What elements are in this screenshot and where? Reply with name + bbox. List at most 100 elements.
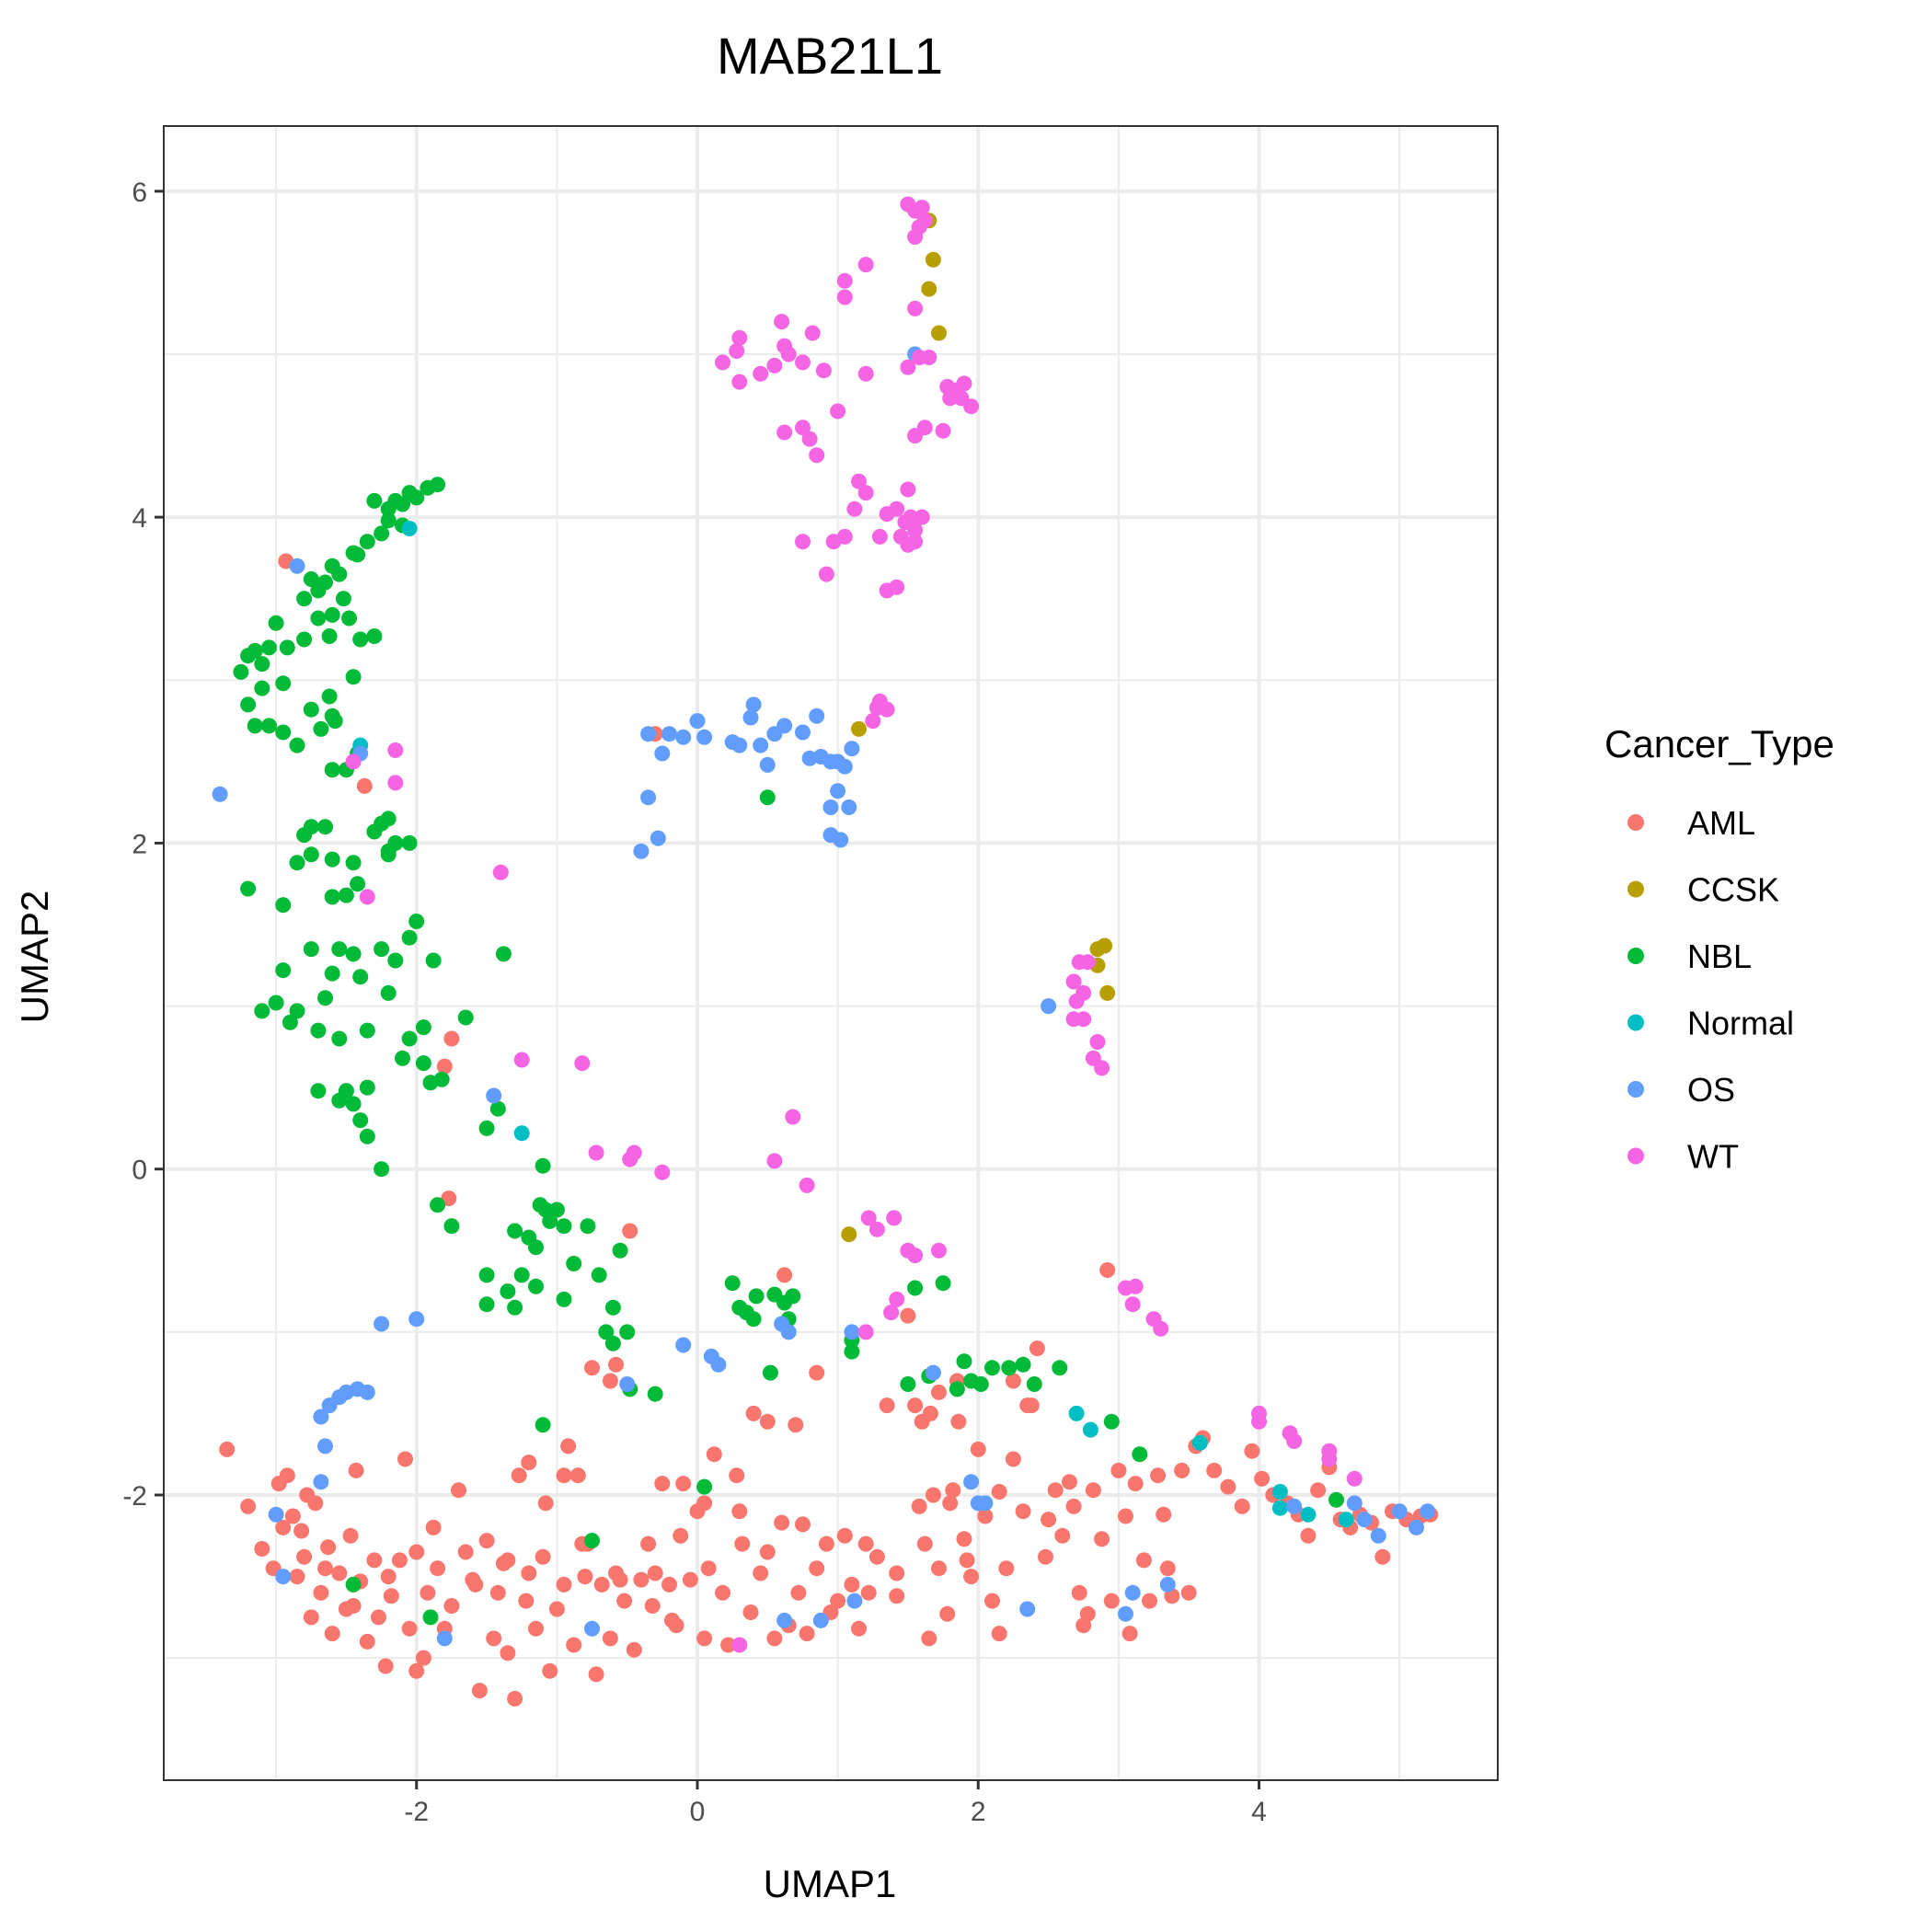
point-wt [387, 742, 404, 758]
point-aml [313, 1584, 329, 1601]
point-wt [795, 534, 811, 550]
point-aml [959, 1552, 975, 1569]
point-nbl [535, 1417, 551, 1433]
point-nbl [566, 1256, 582, 1271]
point-nbl [380, 846, 397, 863]
point-aml [984, 1593, 1000, 1609]
point-ccsk [925, 251, 941, 268]
point-aml [254, 1541, 270, 1557]
point-nbl [604, 1335, 621, 1351]
point-nbl [907, 1280, 924, 1296]
point-wt [857, 257, 874, 273]
point-nbl [495, 946, 512, 962]
point-aml [1300, 1527, 1317, 1544]
point-aml [1015, 1503, 1031, 1520]
point-nbl [604, 1299, 621, 1316]
point-aml [296, 1548, 313, 1565]
point-aml [1065, 1498, 1082, 1514]
point-aml [911, 1498, 927, 1514]
point-aml [401, 1620, 418, 1637]
point-nbl [335, 591, 351, 607]
point-os [1041, 998, 1057, 1015]
point-nbl [900, 1376, 916, 1392]
legend-label-os: OS [1687, 1071, 1735, 1109]
point-nbl [303, 941, 319, 958]
point-os [689, 713, 706, 730]
point-wt [1065, 973, 1082, 990]
legend-label-aml: AML [1687, 804, 1755, 842]
point-nbl [321, 628, 338, 644]
point-wt [903, 509, 919, 525]
plot-panel [163, 125, 1499, 1781]
point-aml [776, 1267, 793, 1283]
point-nbl [380, 984, 397, 1001]
point-aml [1174, 1462, 1190, 1478]
point-aml [790, 1584, 807, 1601]
point-aml [289, 1569, 305, 1585]
point-aml [1142, 1593, 1157, 1609]
point-aml [1121, 1626, 1138, 1642]
point-nbl [324, 889, 340, 905]
point-aml [753, 1565, 769, 1581]
point-nbl [748, 1288, 765, 1305]
point-nbl [745, 1311, 762, 1328]
point-nbl [395, 1050, 410, 1066]
point-nbl [542, 1213, 558, 1229]
y-axis-title: UMAP2 [13, 891, 56, 1024]
point-os [1019, 1601, 1036, 1617]
point-wt [1079, 954, 1096, 971]
point-os [812, 1612, 829, 1628]
point-nbl [762, 1364, 778, 1381]
point-aml [500, 1552, 516, 1569]
point-nbl [387, 834, 404, 851]
point-wt [815, 362, 832, 379]
point-os [1409, 1519, 1424, 1535]
point-aml [542, 1662, 558, 1679]
point-wt [883, 1305, 900, 1321]
point-aml [1005, 1373, 1021, 1389]
point-os [809, 707, 825, 724]
point-nbl [324, 558, 340, 574]
point-aml [436, 1058, 453, 1075]
point-aml [471, 1683, 488, 1699]
point-wt [785, 1109, 801, 1125]
point-nbl [247, 718, 263, 734]
point-aml [348, 1462, 364, 1478]
point-os [436, 1630, 453, 1647]
point-os [1356, 1512, 1373, 1528]
point-wt [795, 354, 811, 371]
point-wt [622, 1151, 638, 1167]
point-aml [303, 1609, 319, 1626]
point-aml [420, 1584, 436, 1601]
y-tick-label: 4 [132, 503, 147, 534]
y-axis: -2 0 2 4 6 [122, 178, 164, 1512]
x-tick-label: 2 [971, 1797, 986, 1827]
point-wt [753, 365, 769, 382]
point-nbl [282, 1014, 298, 1030]
point-aml [1075, 1617, 1092, 1634]
point-nbl [457, 1009, 474, 1026]
point-nbl [984, 1360, 1000, 1376]
x-tick-label: 0 [690, 1797, 706, 1827]
point-aml [284, 1508, 301, 1524]
point-aml [1094, 1531, 1110, 1547]
point-aml [731, 1503, 748, 1520]
point-wt [1251, 1413, 1267, 1430]
point-aml [720, 1637, 737, 1653]
point-nbl [548, 1202, 565, 1218]
point-nbl [580, 1218, 596, 1235]
point-aml [584, 1360, 600, 1376]
point-aml [324, 1626, 340, 1642]
point-nbl [310, 582, 327, 599]
point-nbl [535, 1157, 551, 1174]
point-nbl [359, 534, 375, 550]
point-nbl [478, 1296, 495, 1313]
y-tick-label: 6 [132, 178, 147, 208]
point-os [731, 737, 748, 753]
point-nbl [443, 1218, 460, 1235]
point-aml [1254, 1470, 1271, 1487]
point-nbl [324, 762, 340, 778]
point-aml [331, 1565, 348, 1581]
point-aml [219, 1441, 236, 1457]
point-aml [640, 1535, 657, 1552]
